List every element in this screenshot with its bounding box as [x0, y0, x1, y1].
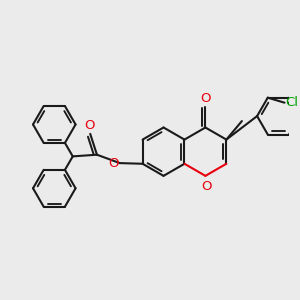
Text: Cl: Cl: [286, 96, 298, 109]
Text: O: O: [108, 157, 119, 169]
Text: O: O: [200, 92, 211, 105]
Text: O: O: [84, 119, 95, 132]
Text: O: O: [201, 180, 211, 193]
